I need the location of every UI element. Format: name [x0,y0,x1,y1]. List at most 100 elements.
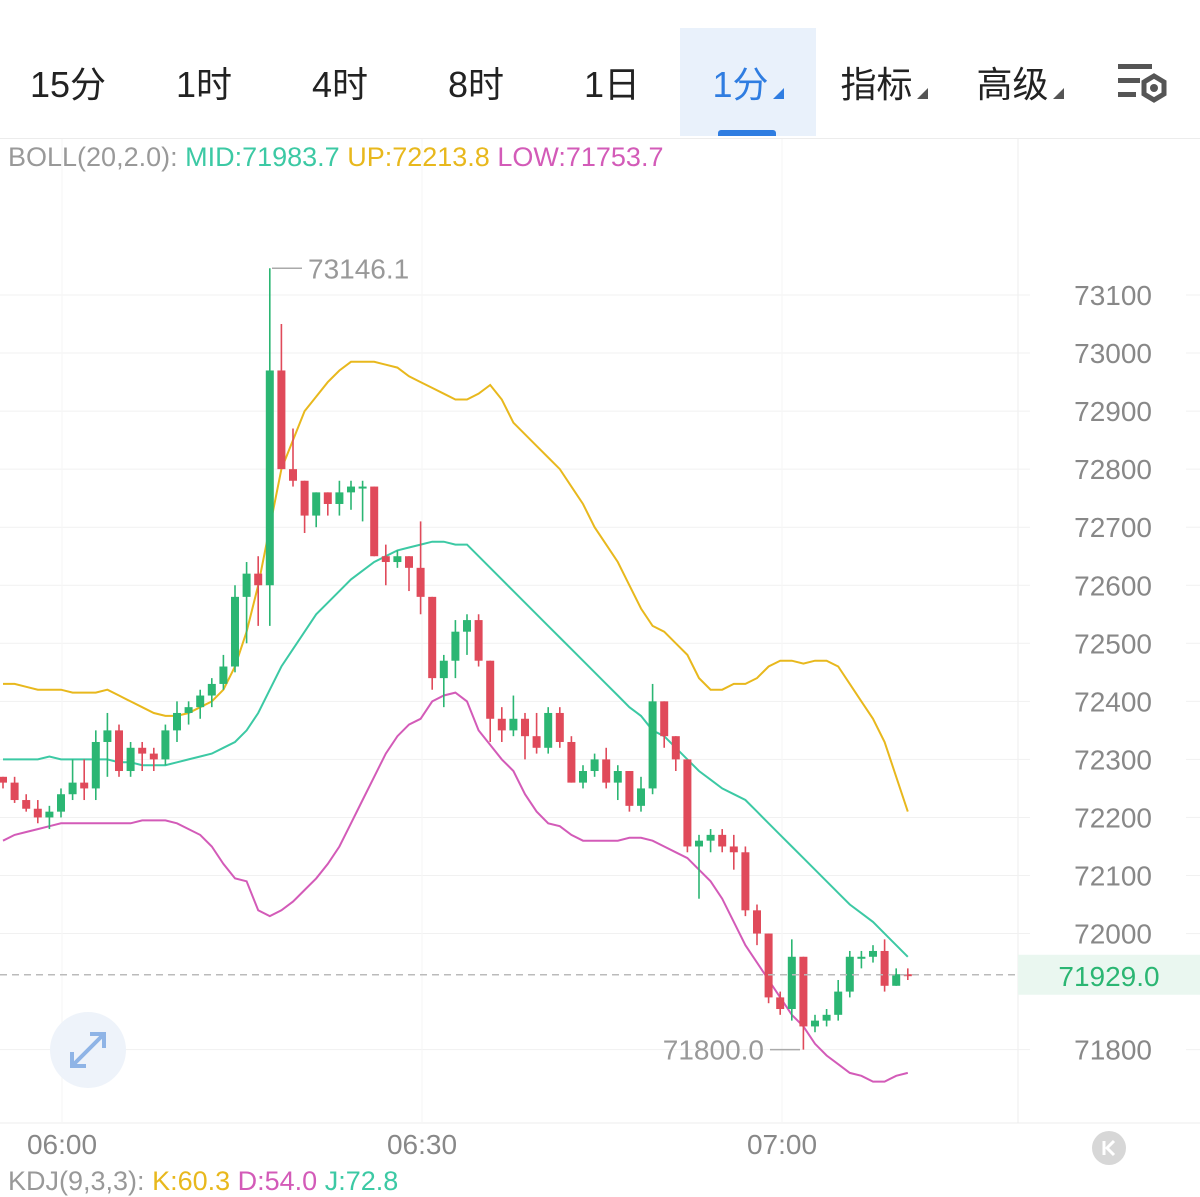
tab-8h[interactable]: 8时 [408,28,544,136]
candle [91,730,100,801]
low-price-label: 71800.0 [663,1035,764,1066]
tab-15m[interactable]: 15分 [0,28,136,136]
y-tick-label: 72200 [1074,802,1152,833]
candle [289,428,297,487]
candle-body [880,950,889,986]
candle-body [822,1014,831,1021]
tab-indicators[interactable]: 指标 [816,28,952,136]
candle [323,492,332,516]
candle-body [254,573,263,586]
high-price-label: 73146.1 [308,253,409,284]
candle-body [613,771,622,783]
candle [463,614,471,655]
candle [729,834,738,870]
candle [347,480,355,510]
candle-body [903,974,912,977]
candle-body [729,846,738,853]
y-tick-label: 72300 [1074,744,1152,775]
y-tick-label: 71800 [1074,1035,1152,1066]
candle [753,904,761,946]
tab-label: 高级 [976,64,1049,105]
candle-body [590,759,599,772]
candle [10,776,19,803]
tab-label: 1时 [175,64,233,105]
kdj-legend: KDJ(9,3,3): K:60.3 D:54.0 J:72.8 [8,1166,398,1197]
candle-body [335,492,344,504]
candle-body [347,486,355,493]
candle-body [370,486,379,557]
chart-settings-icon[interactable] [1112,58,1172,110]
candle-body [219,666,228,684]
candle [845,950,854,998]
candle [486,660,495,742]
candle [787,939,796,1021]
candle-body [753,910,761,934]
candle-body [439,660,448,679]
candle-body [683,759,692,847]
tab-1h[interactable]: 1时 [136,28,272,136]
candle-body [277,370,286,470]
timeframe-tabbar: 15分 1时 4时 8时 1日 1分 指标 高级 [0,0,1200,138]
candle [718,829,727,853]
candle-body [579,771,587,783]
scroll-to-latest-icon[interactable] [1092,1131,1126,1165]
candle [428,596,437,690]
candle [207,678,216,708]
candle [706,829,715,853]
candle [0,776,7,789]
tab-label: 指标 [840,64,913,105]
candle [254,556,263,626]
candle-body [463,620,471,632]
candle-body [602,759,611,783]
candle [33,800,42,824]
candle-body [393,556,402,563]
candle-body [57,794,65,812]
tab-advanced[interactable]: 高级 [952,28,1088,136]
candle-body [567,741,576,783]
dropdown-caret-icon [1052,87,1064,99]
boll-legend: BOLL(20,2.0): MID:71983.7 UP:72213.8 LOW… [8,142,663,173]
candle [242,562,251,644]
boll-mid: MID:71983.7 [185,142,340,172]
candle-body [764,933,773,998]
tab-label: 1分 [712,64,769,105]
candle-body [312,492,321,516]
candle-body [741,852,750,911]
candle [544,707,553,754]
candle [892,968,901,986]
candle [625,771,634,812]
candle [358,480,367,522]
tab-1d[interactable]: 1日 [544,28,680,136]
candle [799,956,808,1050]
tab-1m[interactable]: 1分 [680,28,816,136]
candle-body [845,956,854,992]
candle-body [196,695,205,708]
candle [613,765,622,801]
fullscreen-icon[interactable] [50,1012,126,1088]
candle [312,492,321,528]
candle-body [509,718,518,731]
candle-body [834,991,843,1015]
candle-body [787,956,796,1010]
candle-body [22,800,31,809]
candle [741,846,750,917]
candle [683,759,692,853]
candle-body [660,701,669,737]
candle [579,765,587,789]
candle [184,701,193,725]
y-tick-label: 72500 [1074,628,1152,659]
x-tick-label: 07:00 [747,1129,817,1160]
tab-label: 8时 [447,64,505,105]
candle-body [173,712,181,731]
candle [764,933,773,1004]
candle [393,550,402,568]
candle-body [555,712,564,742]
tab-label: 15分 [29,64,107,105]
candle-body [648,701,657,789]
x-tick-label: 06:00 [27,1129,97,1160]
boll-up: UP:72213.8 [347,142,490,172]
candle [173,701,181,742]
tab-4h[interactable]: 4时 [272,28,408,136]
kdj-name: KDJ(9,3,3): [8,1166,145,1196]
